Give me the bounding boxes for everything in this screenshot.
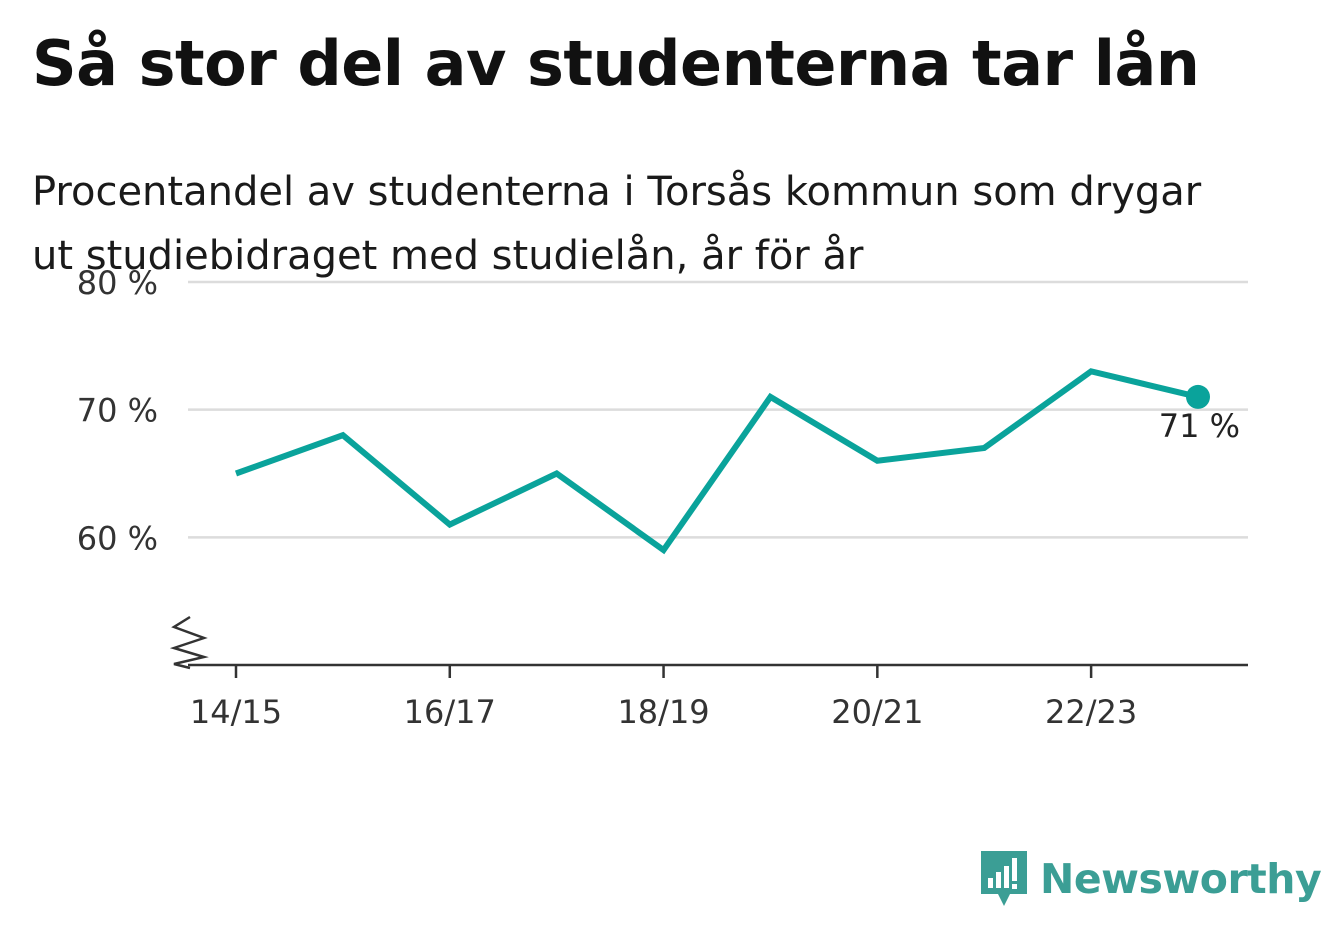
bar-chart-speech-bubble-icon [981,851,1027,906]
newsworthy-logo: Newsworthy [978,848,1322,910]
chart-title: Så stor del av studenterna tar lån [32,27,1200,100]
x-tick-label: 20/21 [831,693,923,731]
y-tick-label: 60 % [77,519,158,557]
x-tick-label: 14/15 [190,693,282,731]
series: 71 % [234,368,1240,555]
axis-break-icon [169,615,209,670]
x-axis [169,615,1248,678]
x-tick-label: 18/19 [617,693,709,731]
y-tick-label: 80 % [77,264,158,302]
x-tick-label: 16/17 [404,693,496,731]
y-axis-labels: 60 % 70 % 80 % [77,264,158,557]
series-line [234,368,1199,555]
x-axis-labels: 14/15 16/17 18/19 20/21 22/23 [190,693,1137,731]
brand-name: Newsworthy [1040,855,1322,903]
chart-subtitle: Procentandel av studenterna i Torsås kom… [32,169,1202,279]
end-point-marker [1186,384,1210,409]
x-tick-label: 22/23 [1045,693,1137,731]
y-tick-label: 70 % [77,392,158,430]
gridlines [188,280,1248,539]
end-value-label: 71 % [1159,407,1240,445]
